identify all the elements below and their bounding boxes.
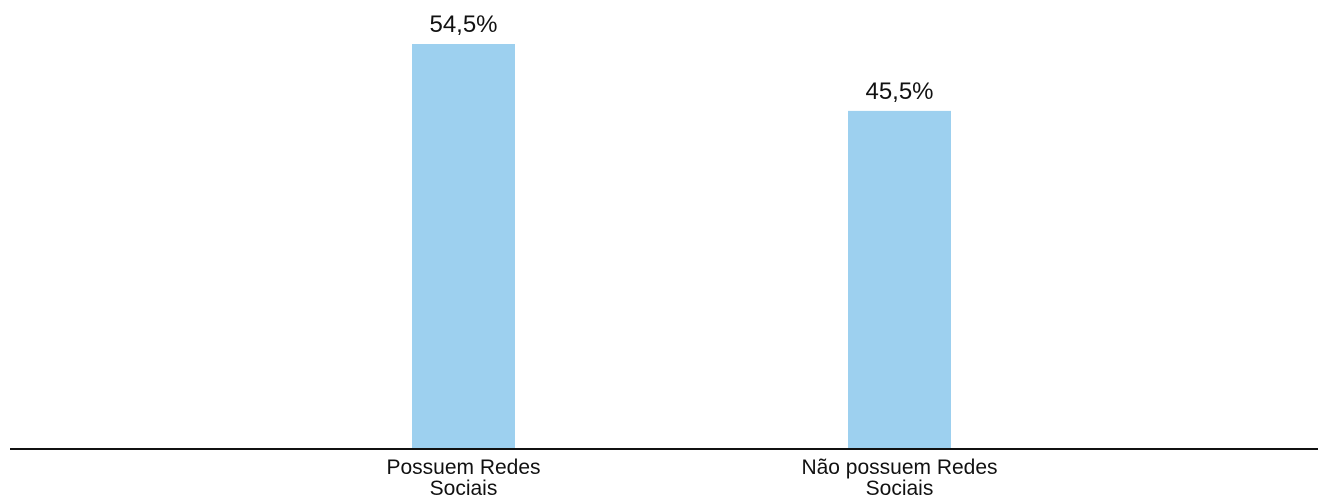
x-tick-label: Possuem Redes Sociais [386, 456, 541, 500]
value-label: 45,5% [865, 78, 933, 105]
bar [848, 110, 951, 449]
value-label: 54,5% [429, 11, 497, 38]
bar [412, 44, 515, 449]
x-tick-label: Não possuem Redes Sociais [801, 456, 998, 500]
